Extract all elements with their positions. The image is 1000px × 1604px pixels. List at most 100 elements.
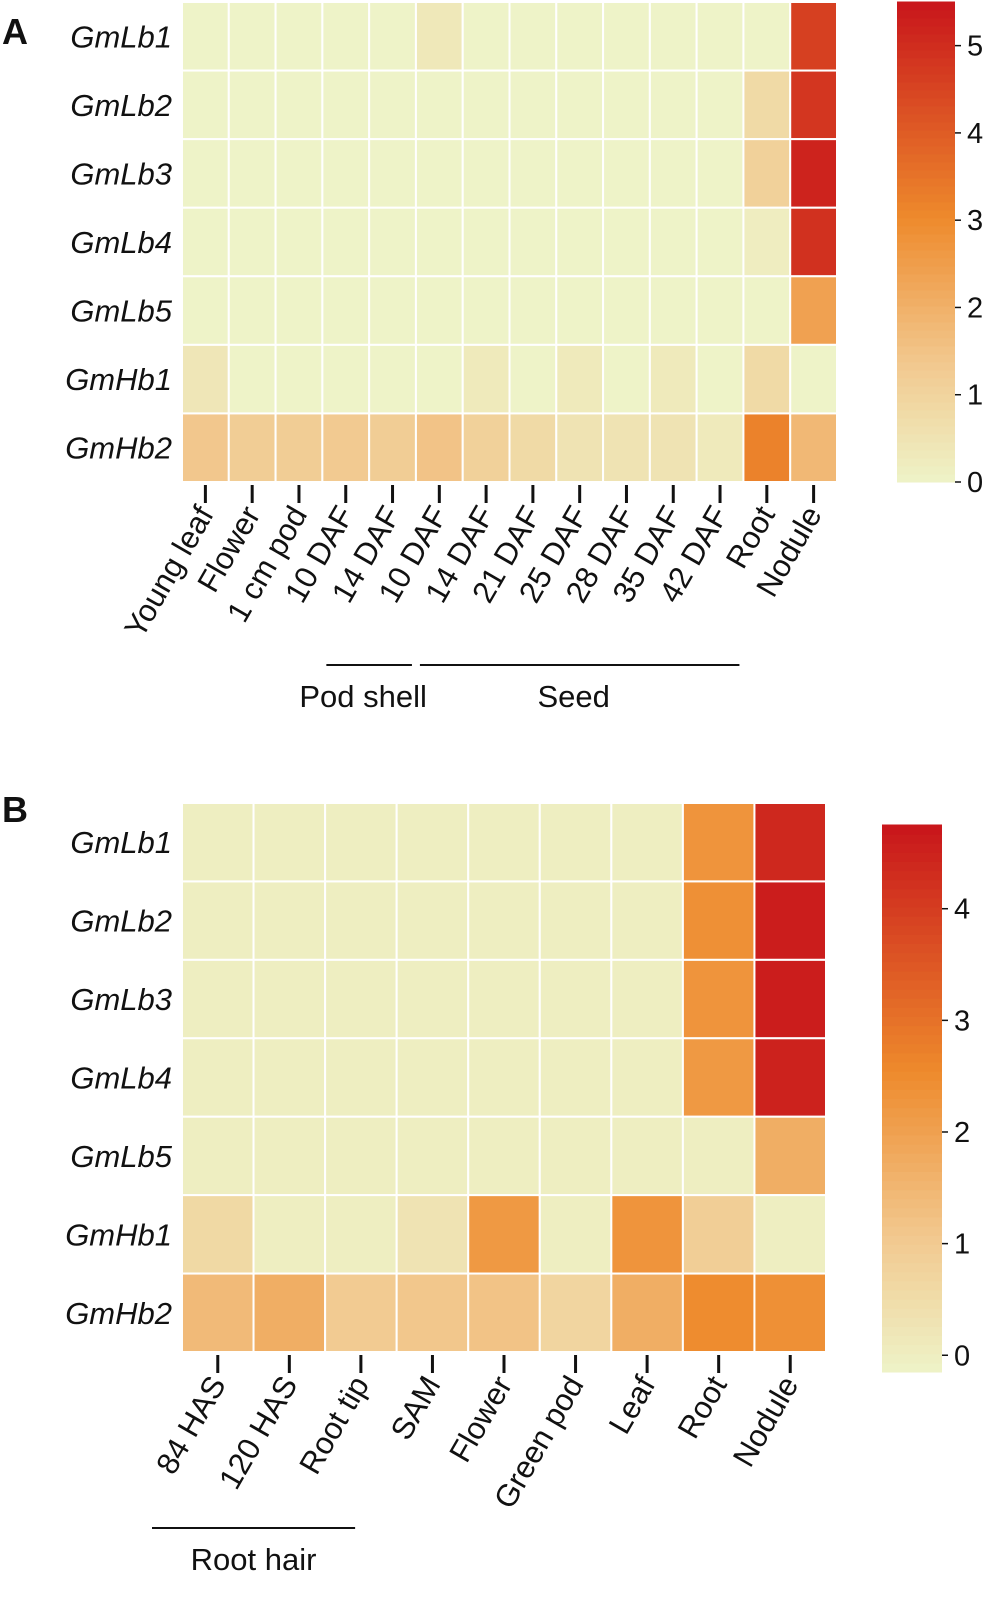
- colorbar-tick-label: 2: [967, 292, 983, 324]
- colorbar-segment: [897, 385, 955, 395]
- colorbar-segment: [882, 988, 942, 999]
- colorbar-segment: [882, 870, 942, 881]
- heatmap-cell: [274, 138, 324, 209]
- heatmap-cell: [274, 343, 324, 415]
- row-label-gmlb5: GmLb5: [70, 1139, 172, 1174]
- column-label: Flower: [442, 1370, 519, 1468]
- heatmap-cell: [467, 1194, 541, 1275]
- colorbar-segment: [882, 1061, 942, 1072]
- heatmap-cell: [181, 1037, 255, 1118]
- heatmap-cell: [181, 69, 230, 141]
- heatmap-cell: [181, 138, 230, 209]
- heatmap-cell: [681, 958, 756, 1040]
- colorbar-segment: [897, 465, 955, 475]
- heatmap-cell: [395, 1194, 470, 1275]
- heatmap-cell: [742, 1, 792, 72]
- colorbar-segment: [882, 906, 942, 917]
- colorbar-segment: [897, 329, 955, 339]
- heatmap-cell: [467, 802, 541, 883]
- colorbar-segment: [882, 1107, 942, 1118]
- heatmap-cell: [252, 880, 327, 961]
- heatmap-cell: [508, 343, 558, 415]
- group-label-pod-shell: Pod shell: [299, 679, 427, 714]
- colorbar-segment: [897, 441, 955, 451]
- colorbar-segment: [897, 273, 955, 283]
- row-label-gmlb4: GmLb4: [70, 1061, 172, 1096]
- colorbar-segment: [897, 153, 955, 163]
- colorbar-segment: [897, 217, 955, 227]
- colorbar-segment: [882, 1034, 942, 1045]
- heatmap-cell: [181, 802, 255, 883]
- heatmap-cell: [321, 206, 371, 278]
- heatmap-cell: [461, 206, 511, 278]
- colorbar-segment: [897, 457, 955, 467]
- heatmap-cell: [368, 275, 417, 346]
- heatmap-cell: [414, 343, 464, 415]
- heatmap-cell: [695, 275, 745, 346]
- heatmap-cell: [321, 343, 371, 415]
- row-label-gmlb2: GmLb2: [70, 88, 172, 123]
- heatmap-cell: [538, 1037, 613, 1118]
- colorbar-segment: [882, 1043, 942, 1054]
- colorbar-segment: [897, 49, 955, 59]
- colorbar-segment: [897, 193, 955, 203]
- heatmap-cell: [610, 958, 684, 1040]
- colorbar-segment: [897, 17, 955, 27]
- colorbar-segment: [882, 924, 942, 935]
- heatmap-cell: [508, 138, 558, 209]
- heatmap-cell: [742, 138, 792, 209]
- heatmap-cell: [461, 69, 511, 141]
- heatmap-cell: [538, 880, 613, 961]
- heatmap-cell: [274, 1, 324, 72]
- colorbar-tick-label: 4: [967, 118, 983, 150]
- colorbar-segment: [897, 361, 955, 371]
- heatmap-cell: [368, 343, 417, 415]
- heatmap-cell: [789, 69, 839, 141]
- colorbar-segment: [897, 425, 955, 435]
- heatmap-cell: [274, 275, 324, 346]
- heatmap-cell: [461, 1, 511, 72]
- heatmap-cell: [789, 138, 839, 209]
- heatmap-cell: [602, 1, 651, 72]
- column-label: SAM: [384, 1370, 448, 1446]
- column-label: Root tip: [292, 1370, 376, 1480]
- heatmap-cell: [467, 1037, 541, 1118]
- heatmap-cell: [753, 1272, 828, 1353]
- heatmap-cell: [461, 138, 511, 209]
- row-label-gmlb3: GmLb3: [70, 156, 172, 191]
- heatmap-cell: [753, 1037, 828, 1118]
- heatmap-cell: [324, 1194, 398, 1275]
- heatmap-cell: [753, 1115, 828, 1197]
- heatmap-cell: [227, 138, 277, 209]
- colorbar-segment: [882, 1134, 942, 1145]
- heatmap-cell: [252, 1272, 327, 1353]
- colorbar-tick-label: 2: [954, 1117, 970, 1149]
- heatmap-cell: [324, 1115, 398, 1197]
- heatmap-cell: [602, 412, 651, 483]
- heatmap-cell: [181, 1194, 255, 1275]
- heatmap-cell: [610, 880, 684, 961]
- heatmap-cell: [602, 69, 651, 141]
- row-label-gmlb1: GmLb1: [70, 19, 172, 54]
- heatmap-cell: [227, 1, 277, 72]
- heatmap-cell: [414, 206, 464, 278]
- heatmap-cell: [538, 958, 613, 1040]
- heatmap-cell: [368, 206, 417, 278]
- heatmap-cell: [610, 802, 684, 883]
- colorbar-segment: [882, 833, 942, 844]
- colorbar-segment: [897, 337, 955, 347]
- colorbar-segment: [897, 201, 955, 211]
- colorbar-tick-label: 0: [967, 467, 983, 499]
- heatmap-cell: [321, 1, 371, 72]
- heatmap-cell: [681, 1037, 756, 1118]
- heatmap-cell: [538, 1115, 613, 1197]
- colorbar-segment: [897, 41, 955, 51]
- heatmap-cell: [555, 275, 605, 346]
- heatmap-cell: [648, 275, 698, 346]
- heatmap-cell: [695, 1, 745, 72]
- group-label-seed: Seed: [537, 679, 609, 714]
- colorbar-segment: [882, 1125, 942, 1136]
- colorbar-segment: [897, 1, 955, 11]
- colorbar-segment: [882, 1243, 942, 1254]
